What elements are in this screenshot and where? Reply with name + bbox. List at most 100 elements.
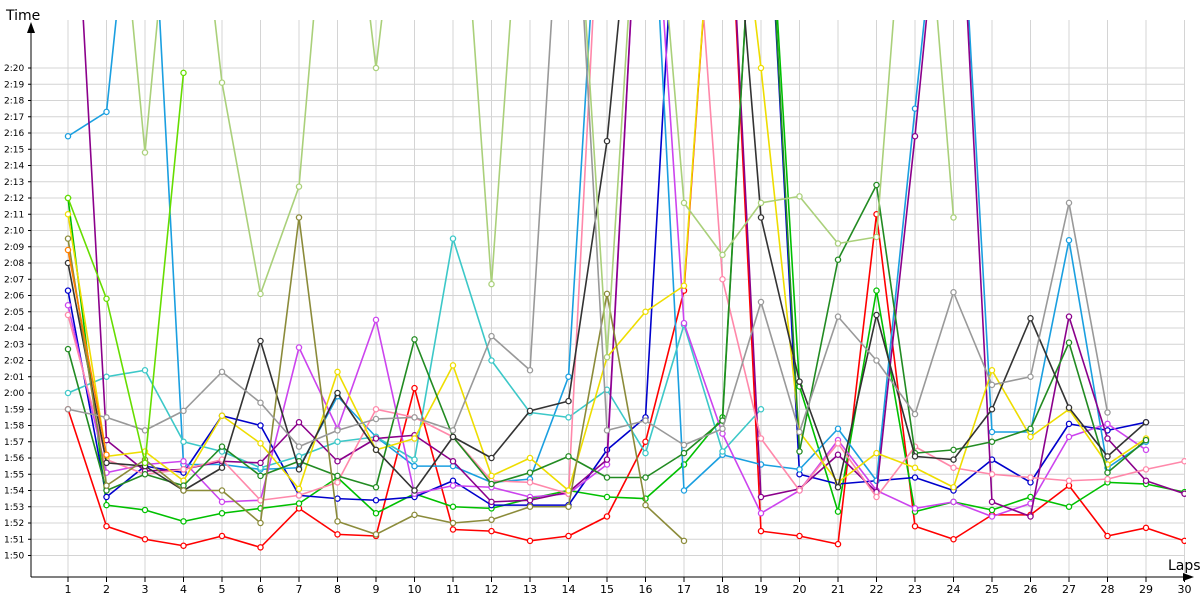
series-line [67,20,1147,492]
data-point [295,418,303,426]
y-tick-label: 2:12 [4,194,24,204]
data-point [449,526,457,533]
x-tick-label: 26 [1024,583,1038,596]
data-point [334,389,341,397]
x-tick-label: 21 [831,583,845,596]
x-tick-label: 8 [334,583,341,596]
data-point [372,415,380,423]
data-point [141,506,149,514]
data-point [603,290,611,298]
data-point [334,495,341,502]
data-point [180,466,187,473]
data-point [1065,503,1073,510]
data-point [950,456,957,463]
data-point [911,453,919,460]
data-point [796,466,803,473]
data-point [488,357,495,364]
data-point [103,373,110,380]
data-point [603,474,611,481]
data-point [295,485,303,493]
data-point [680,449,688,457]
series-line [131,20,955,359]
data-point [295,492,303,499]
y-tick-label: 1:54 [4,487,24,497]
series-7 [82,20,1186,520]
data-point [988,498,996,506]
data-point [719,251,726,259]
data-point [1142,477,1150,484]
x-tick-label: 18 [716,583,730,596]
data-point [257,459,264,467]
y-tick-label: 2:02 [4,357,24,367]
data-point [834,425,842,432]
data-point [526,503,534,510]
x-tick-label: 19 [754,583,768,596]
x-tick-label: 2 [103,583,110,596]
data-point [64,194,72,202]
data-point [834,540,842,548]
series-line [67,249,108,455]
data-point [180,407,187,415]
data-point [488,498,495,506]
x-tick-label: 12 [485,583,499,596]
y-tick-label: 2:15 [4,145,24,155]
y-tick-label: 2:10 [4,227,24,237]
data-point [141,149,149,156]
data-point [988,428,996,436]
data-point [1065,313,1073,320]
data-point [834,483,842,491]
data-point [1027,433,1034,441]
y-tick-label: 2:09 [4,243,24,253]
data-point [565,503,572,510]
data-point [180,542,187,550]
series-line [67,20,1185,523]
data-point [988,513,996,520]
data-point [603,137,611,145]
data-point [834,256,842,263]
y-tick-label: 2:06 [4,292,24,302]
data-point [372,531,380,538]
data-point [449,457,457,465]
data-point [141,366,149,374]
x-tick-label: 17 [677,583,691,596]
y-tick-label: 2:13 [4,178,24,188]
y-tick-label: 2:18 [4,97,24,107]
data-point [950,464,957,471]
data-point [911,474,919,481]
data-point [757,64,765,72]
data-point [834,440,842,447]
data-point [1104,532,1111,540]
data-point [1027,373,1034,380]
data-point [372,405,380,413]
data-point [257,472,264,480]
data-point [1181,490,1186,497]
data-point [103,451,110,458]
data-point [642,417,649,424]
y-tick-label: 2:01 [4,373,24,383]
data-point [526,496,534,504]
y-tick-label: 2:04 [4,324,24,334]
x-tick-label: 10 [408,583,422,596]
x-tick-label: 13 [523,583,537,596]
data-point [796,448,803,455]
series-line [67,72,185,464]
data-point [1142,446,1150,454]
data-point [680,199,688,207]
y-tick-labels: 1:50 1:51 1:52 1:53 1:54 1:55 1:56 1:57 1:58 1:59… [4,64,31,562]
series-14 [131,20,957,361]
data-point [873,233,880,241]
data-point [1027,474,1034,481]
x-tick-label: 22 [870,583,884,596]
data-point [411,414,418,421]
data-point [334,531,341,538]
data-point [950,536,957,543]
data-point [988,470,996,478]
y-axis-arrow [27,22,35,33]
data-point [988,506,996,514]
data-point [603,427,611,434]
data-point [757,527,765,535]
y-tick-label: 1:55 [4,470,24,480]
data-point [334,368,341,376]
data-point [218,498,226,506]
data-point [603,493,611,501]
